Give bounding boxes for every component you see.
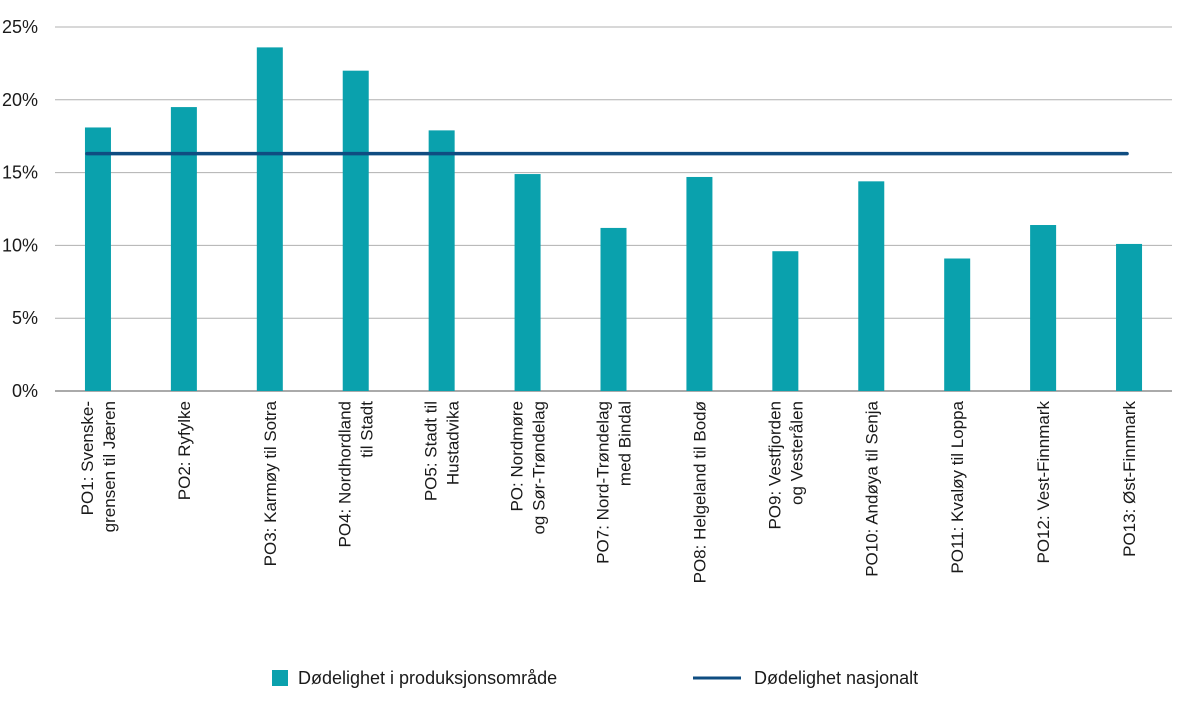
bar [514,174,541,391]
x-category-label: PO9: Vestfjorden og Vesterålen [765,401,806,530]
y-axis-ticks: 0% 5% 10% 15% 20% 25% [2,17,38,401]
x-category-label-line: PO11: Kvaløy til Loppa [948,400,967,573]
x-category-label-line: PO4: Nordhordland [336,401,355,547]
x-category-label-line: PO2: Ryfylke [175,401,194,500]
y-tick-label: 10% [2,235,38,255]
x-category-label: PO2: Ryfylke [175,401,194,500]
x-category-label: PO8: Helgeland til Bodø [690,401,709,583]
x-category-label: PO7: Nord-Trøndelag med Bindal [594,401,635,564]
x-category-label: PO5: Stadt til Hustadvika [422,400,463,501]
x-category-label: PO4: Nordhordland til Stadt [336,401,377,548]
y-tick-label: 15% [2,163,38,183]
bar [944,258,971,391]
x-category-label-line: PO8: Helgeland til Bodø [690,401,709,583]
x-axis-labels: PO1: Svenske-grensen til Jæren PO2: Ryfyl… [78,400,1139,583]
legend-label-line: Dødelighet nasjonalt [754,668,918,688]
x-category-label-line: PO: Nordmøre [508,401,527,512]
bar [772,251,799,391]
x-category-label: PO: Nordmøre og Sør-Trøndelag [508,401,549,535]
x-category-label-line: PO7: Nord-Trøndelag [594,401,613,564]
x-category-label-line: med Bindal [616,401,635,486]
x-category-label: PO11: Kvaløy til Loppa [948,400,967,573]
x-category-label-line: PO10: Andøya til Senja [862,400,881,576]
bar [686,176,713,391]
x-category-label-line: PO1: Svenske- [78,401,97,515]
x-category-label: PO13: Øst-Finnmark [1120,401,1139,557]
x-category-label: PO12: Vest-Finnmark [1034,401,1053,564]
bar [858,181,885,391]
y-tick-label: 25% [2,17,38,37]
bar [256,47,283,391]
bar [1030,225,1057,391]
legend-swatch-bar [272,670,288,686]
x-category-label-line: PO13: Øst-Finnmark [1120,401,1139,557]
bar [600,227,627,391]
bar [1116,243,1143,391]
x-category-label: PO1: Svenske-grensen til Jæren [78,401,119,532]
x-category-label-line: og Sør-Trøndelag [530,401,549,535]
x-category-label-line: PO12: Vest-Finnmark [1034,401,1053,564]
x-category-label: PO3: Karmøy til Sotra [261,400,280,566]
bar [342,70,369,392]
x-category-label-line: PO5: Stadt til [422,401,441,501]
bar [428,130,455,391]
bars [84,47,1143,392]
y-tick-label: 5% [12,308,38,328]
bar [84,127,111,392]
bar [170,107,197,391]
x-category-label-line: PO9: Vestfjorden [765,401,784,530]
legend-label-bar: Dødelighet i produksjonsområde [298,668,557,688]
y-tick-label: 20% [2,90,38,110]
x-category-label-line: Hustadvika [444,400,463,485]
x-category-label: PO10: Andøya til Senja [862,400,881,576]
x-category-label-line: grensen til Jæren [100,401,119,532]
legend: Dødelighet i produksjonsområde Dødelighe… [272,668,918,688]
x-category-label-line: PO3: Karmøy til Sotra [261,400,280,566]
x-category-label-line: og Vesterålen [787,401,806,505]
x-category-label-line: til Stadt [358,401,377,458]
y-tick-label: 0% [12,381,38,401]
